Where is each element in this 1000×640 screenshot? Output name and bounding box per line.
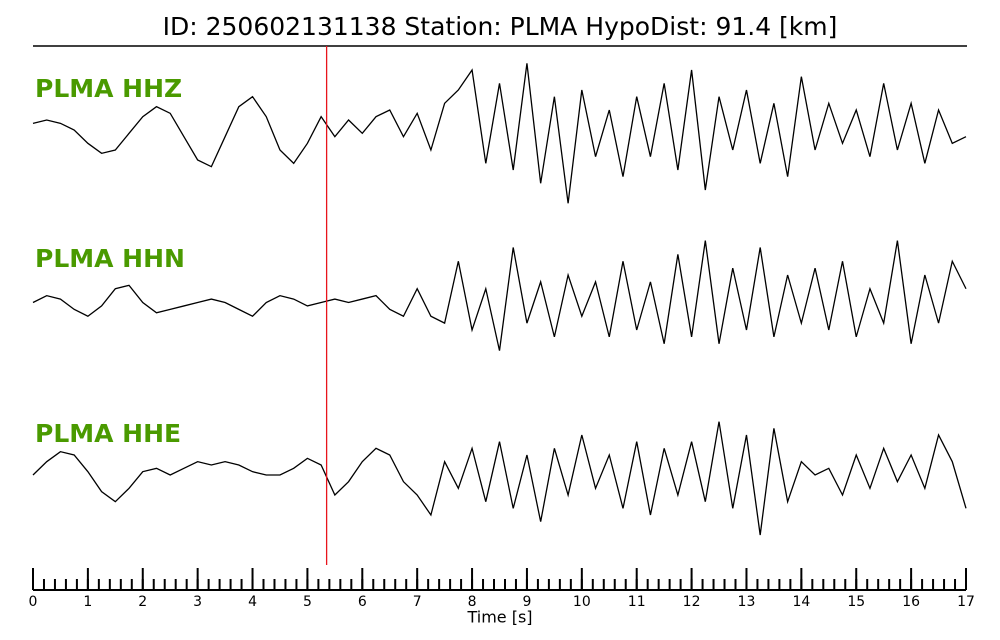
x-tick-label: 10 <box>573 594 591 610</box>
x-axis-label: Time [s] <box>466 608 532 627</box>
x-tick-label: 15 <box>847 594 865 610</box>
x-tick-label: 11 <box>628 594 646 610</box>
x-tick-label: 3 <box>193 594 202 610</box>
x-tick-label: 0 <box>29 594 38 610</box>
x-tick-label: 1 <box>83 594 92 610</box>
trace-label: PLMA HHN <box>35 244 185 273</box>
x-tick-label: 14 <box>792 594 810 610</box>
x-tick-label: 2 <box>138 594 147 610</box>
chart-title: ID: 250602131138 Station: PLMA HypoDist:… <box>163 12 838 41</box>
x-tick-label: 8 <box>468 594 477 610</box>
x-tick-label: 12 <box>683 594 701 610</box>
x-tick-label: 6 <box>358 594 367 610</box>
x-tick-label: 13 <box>738 594 756 610</box>
x-tick-label: 9 <box>522 594 531 610</box>
x-tick-label: 17 <box>957 594 975 610</box>
x-tick-label: 16 <box>902 594 920 610</box>
x-tick-label: 5 <box>303 594 312 610</box>
trace-label: PLMA HHZ <box>35 74 182 103</box>
x-tick-label: 4 <box>248 594 257 610</box>
x-tick-label: 7 <box>413 594 422 610</box>
waveform <box>32 240 967 351</box>
waveform <box>32 63 967 204</box>
waveform <box>32 421 967 536</box>
trace-label: PLMA HHE <box>35 419 181 448</box>
